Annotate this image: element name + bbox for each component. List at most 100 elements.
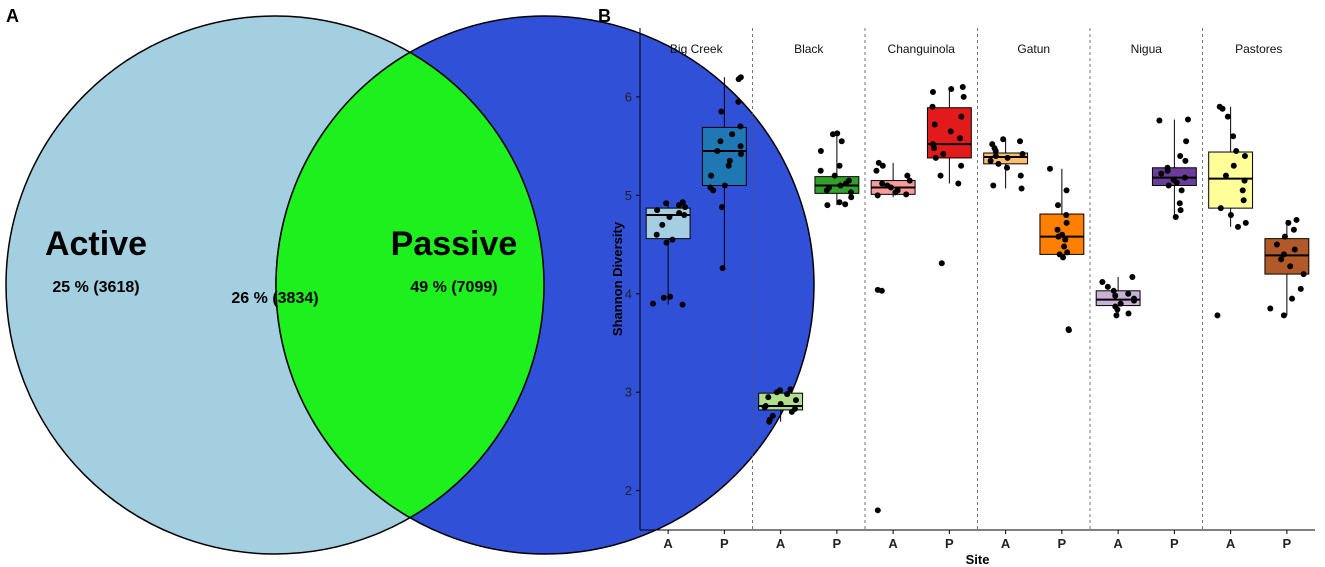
data-point <box>1267 305 1274 312</box>
data-point <box>826 184 833 191</box>
data-point <box>1240 197 1247 204</box>
facet-strip-labels: Big Creek Black Changuinola Gatun Nigua Pasto… <box>670 42 1283 56</box>
x-tick-label: P <box>1058 536 1067 551</box>
x-tick-label: P <box>833 536 842 551</box>
data-point <box>1061 243 1068 250</box>
data-point <box>1280 251 1287 258</box>
data-point <box>660 294 667 301</box>
data-point <box>1131 295 1138 302</box>
data-point <box>667 293 674 300</box>
data-point <box>682 204 689 211</box>
data-point <box>894 187 901 194</box>
data-point <box>848 189 855 196</box>
x-tick-label: P <box>1170 536 1179 551</box>
data-point <box>1018 185 1025 192</box>
data-point <box>848 194 855 201</box>
facet-label: Gatun <box>1017 42 1050 56</box>
data-point <box>717 138 724 145</box>
data-point <box>769 412 776 419</box>
data-point <box>735 98 742 105</box>
box-group <box>1264 216 1310 319</box>
data-point <box>1178 187 1185 194</box>
data-point <box>1241 177 1248 184</box>
data-point <box>1222 172 1229 179</box>
data-point <box>1112 303 1119 310</box>
data-point <box>1300 271 1307 278</box>
data-point <box>718 204 725 211</box>
x-tick-label: A <box>1001 536 1011 551</box>
data-point <box>1113 312 1120 319</box>
data-point <box>725 162 732 169</box>
data-point <box>903 191 910 198</box>
facet-label: Black <box>794 42 824 56</box>
data-point <box>738 150 745 157</box>
data-point <box>845 177 852 184</box>
data-point <box>1217 205 1224 212</box>
box-group <box>1039 165 1085 334</box>
data-point <box>1110 287 1117 294</box>
data-point <box>1184 116 1191 123</box>
data-point <box>824 202 831 209</box>
x-axis-title: Site <box>966 552 990 567</box>
data-point <box>1297 285 1304 292</box>
data-point <box>1230 162 1237 169</box>
data-point <box>1242 219 1249 226</box>
facet-label: Changuinola <box>888 42 956 56</box>
data-point <box>992 152 999 159</box>
data-point <box>777 401 784 408</box>
data-point <box>1104 283 1111 290</box>
data-point <box>737 143 744 150</box>
facet-separators <box>752 28 1203 530</box>
data-point <box>831 172 838 179</box>
panel-b-label: B <box>598 6 611 26</box>
data-point <box>1046 165 1053 172</box>
data-point <box>676 210 683 217</box>
data-point <box>1125 310 1132 317</box>
data-point <box>666 213 673 220</box>
data-point <box>649 300 656 307</box>
data-point <box>1290 226 1297 233</box>
venn-active-title: Active <box>45 225 147 263</box>
y-axis-title: Shannon Diversity <box>610 221 625 336</box>
data-point <box>947 128 954 135</box>
data-point <box>1158 170 1165 177</box>
x-tick-label: A <box>776 536 786 551</box>
data-point <box>1233 148 1240 155</box>
data-point <box>1129 274 1136 281</box>
data-point <box>714 148 721 155</box>
data-point <box>784 391 791 398</box>
data-point <box>874 192 881 199</box>
data-point <box>762 402 769 409</box>
y-tick-label: 3 <box>625 385 632 400</box>
data-point <box>879 180 886 187</box>
data-point <box>842 201 849 208</box>
box-group <box>701 74 747 272</box>
data-point <box>1172 213 1179 220</box>
data-point <box>1291 246 1298 253</box>
box-group <box>758 386 804 425</box>
data-point <box>1156 117 1163 124</box>
data-point <box>1183 138 1190 145</box>
data-point <box>1176 200 1183 207</box>
data-point <box>873 167 880 174</box>
data-point <box>1063 212 1070 219</box>
data-point <box>929 141 936 148</box>
data-point <box>1017 172 1024 179</box>
data-point <box>1177 152 1184 159</box>
data-point <box>932 154 939 161</box>
data-point <box>931 121 938 128</box>
data-point <box>726 157 733 164</box>
data-point <box>1285 219 1292 226</box>
data-point <box>955 180 962 187</box>
data-point <box>1004 154 1011 161</box>
data-point <box>737 74 744 81</box>
box-group <box>870 159 916 514</box>
data-point <box>937 172 944 179</box>
data-point <box>653 231 660 238</box>
data-point <box>1241 152 1248 159</box>
data-point <box>1062 236 1069 243</box>
data-point <box>1054 202 1061 209</box>
data-point <box>1056 251 1063 258</box>
data-point <box>929 88 936 95</box>
data-point <box>995 160 1002 167</box>
